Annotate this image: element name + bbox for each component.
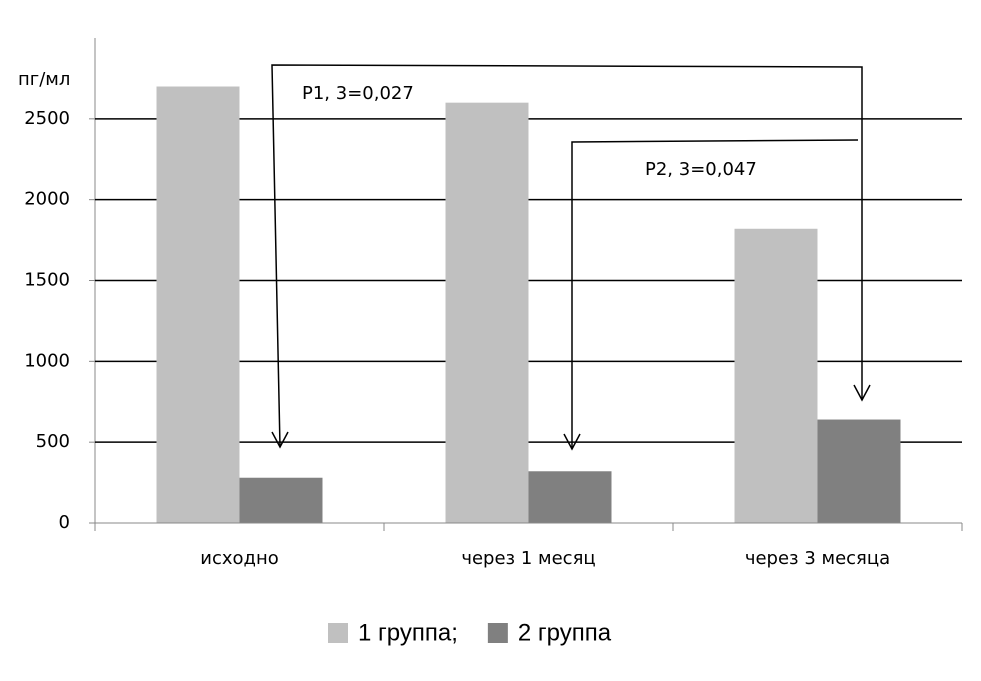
arrow-p1 [271,64,863,448]
legend-swatch [487,623,508,643]
legend-swatch [328,623,348,643]
arrowhead [853,384,871,402]
x-tick-label: через 1 месяц [461,548,595,569]
arrowhead [563,433,581,451]
arrows [271,64,871,451]
y-tick-label: 1000 [24,350,70,371]
y-tick-label: 2500 [24,108,70,129]
y-tick-label: 1500 [24,270,70,291]
bar [239,477,323,523]
y-tick-label: 2000 [24,189,70,210]
annotation: P1, 3=0,027 [302,83,414,104]
x-tick-label: исходно [200,548,279,569]
arrow-p2 [571,139,859,449]
legend-label: 2 группа [518,619,612,646]
legend-label: 1 группа; [358,619,458,646]
y-tick-label: 500 [36,431,70,452]
bar [734,228,818,523]
x-tick-label: через 3 месяца [745,548,890,569]
arrowhead [271,431,289,449]
bar [156,86,240,523]
bar [445,102,529,524]
y-tick-label: 0 [59,512,70,533]
annotation: P2, 3=0,047 [645,159,757,180]
bar [528,471,612,523]
y-axis-label: пг/мл [18,69,70,90]
bar [817,419,901,523]
